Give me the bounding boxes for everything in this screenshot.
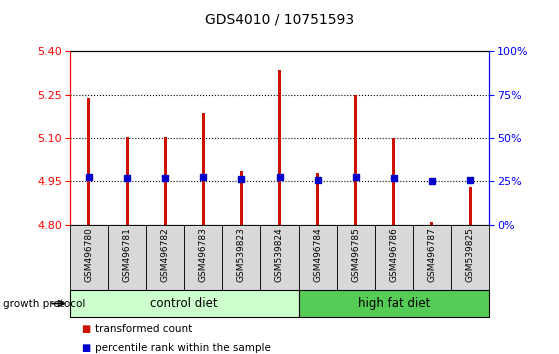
Text: ■: ■ <box>81 324 91 334</box>
Text: GSM496783: GSM496783 <box>199 227 208 282</box>
Bar <box>278 70 281 225</box>
FancyBboxPatch shape <box>299 290 489 317</box>
Bar <box>87 98 91 225</box>
Text: GSM496787: GSM496787 <box>428 227 437 282</box>
Text: GSM539825: GSM539825 <box>466 227 475 282</box>
FancyBboxPatch shape <box>222 225 260 290</box>
Bar <box>354 95 357 225</box>
Text: GSM496785: GSM496785 <box>351 227 360 282</box>
Text: GSM539824: GSM539824 <box>275 227 284 282</box>
Text: GSM496786: GSM496786 <box>389 227 399 282</box>
Text: ■: ■ <box>81 343 91 353</box>
Bar <box>164 137 167 225</box>
Text: growth protocol: growth protocol <box>3 298 85 309</box>
Bar <box>430 222 433 225</box>
Text: transformed count: transformed count <box>95 324 192 334</box>
FancyBboxPatch shape <box>70 290 299 317</box>
Text: GSM496780: GSM496780 <box>84 227 93 282</box>
Bar <box>316 173 319 225</box>
FancyBboxPatch shape <box>184 225 222 290</box>
Bar <box>392 138 395 225</box>
FancyBboxPatch shape <box>146 225 184 290</box>
FancyBboxPatch shape <box>413 225 451 290</box>
FancyBboxPatch shape <box>70 225 108 290</box>
FancyBboxPatch shape <box>299 225 337 290</box>
Text: high fat diet: high fat diet <box>358 297 430 310</box>
Text: GSM496781: GSM496781 <box>122 227 131 282</box>
Text: control diet: control diet <box>150 297 218 310</box>
Bar <box>202 114 205 225</box>
Bar <box>468 187 472 225</box>
Text: GSM496782: GSM496782 <box>160 227 170 282</box>
FancyBboxPatch shape <box>108 225 146 290</box>
FancyBboxPatch shape <box>260 225 299 290</box>
Text: GSM539823: GSM539823 <box>237 227 246 282</box>
Text: GDS4010 / 10751593: GDS4010 / 10751593 <box>205 12 354 27</box>
Text: GSM496784: GSM496784 <box>313 227 322 282</box>
FancyBboxPatch shape <box>375 225 413 290</box>
Bar <box>126 137 129 225</box>
FancyBboxPatch shape <box>337 225 375 290</box>
Bar <box>240 171 243 225</box>
Text: percentile rank within the sample: percentile rank within the sample <box>95 343 271 353</box>
FancyBboxPatch shape <box>451 225 489 290</box>
